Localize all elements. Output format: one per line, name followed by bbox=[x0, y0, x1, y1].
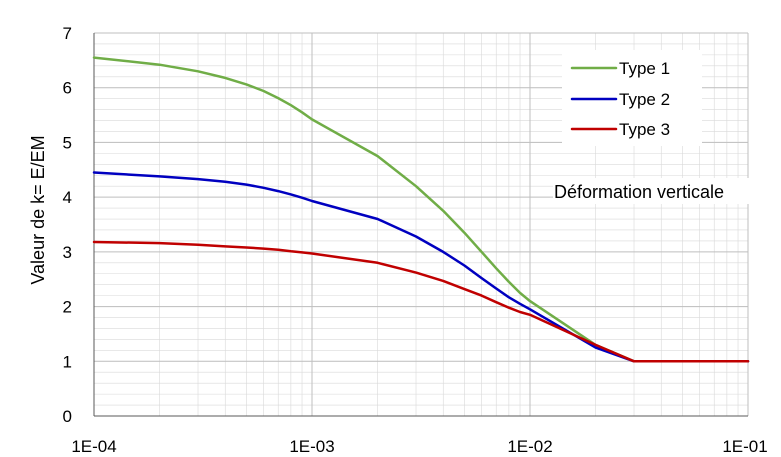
legend-label-type-1: Type 1 bbox=[619, 59, 670, 78]
y-tick-label: 1 bbox=[63, 352, 72, 371]
y-tick-label: 6 bbox=[63, 79, 72, 98]
series-line-type-3 bbox=[92, 240, 750, 363]
x-axis-title: Déformation verticale bbox=[554, 182, 724, 202]
x-tick-label: 1E-01 bbox=[722, 437, 767, 456]
y-tick-label: 3 bbox=[63, 243, 72, 262]
y-tick-label: 5 bbox=[63, 133, 72, 152]
y-tick-label: 2 bbox=[63, 298, 72, 317]
y-tick-label: 7 bbox=[63, 24, 72, 43]
x-axis-title-bg bbox=[553, 178, 779, 204]
x-tick-label: 1E-02 bbox=[507, 437, 552, 456]
legend-label-type-3: Type 3 bbox=[619, 120, 670, 139]
series-lines bbox=[92, 56, 750, 363]
y-tick-label: 0 bbox=[63, 407, 72, 426]
x-tick-label: 1E-03 bbox=[289, 437, 334, 456]
y-axis-title: Valeur de k= E/EM bbox=[28, 135, 48, 284]
tick-labels: 0 1 2 3 4 5 6 7 1E-04 1E-03 1E-02 1E-01 bbox=[63, 24, 768, 456]
legend-label-type-2: Type 2 bbox=[619, 90, 670, 109]
x-tick-label: 1E-04 bbox=[71, 437, 116, 456]
y-tick-label: 4 bbox=[63, 188, 72, 207]
legend: Type 1 Type 2 Type 3 bbox=[562, 50, 702, 146]
